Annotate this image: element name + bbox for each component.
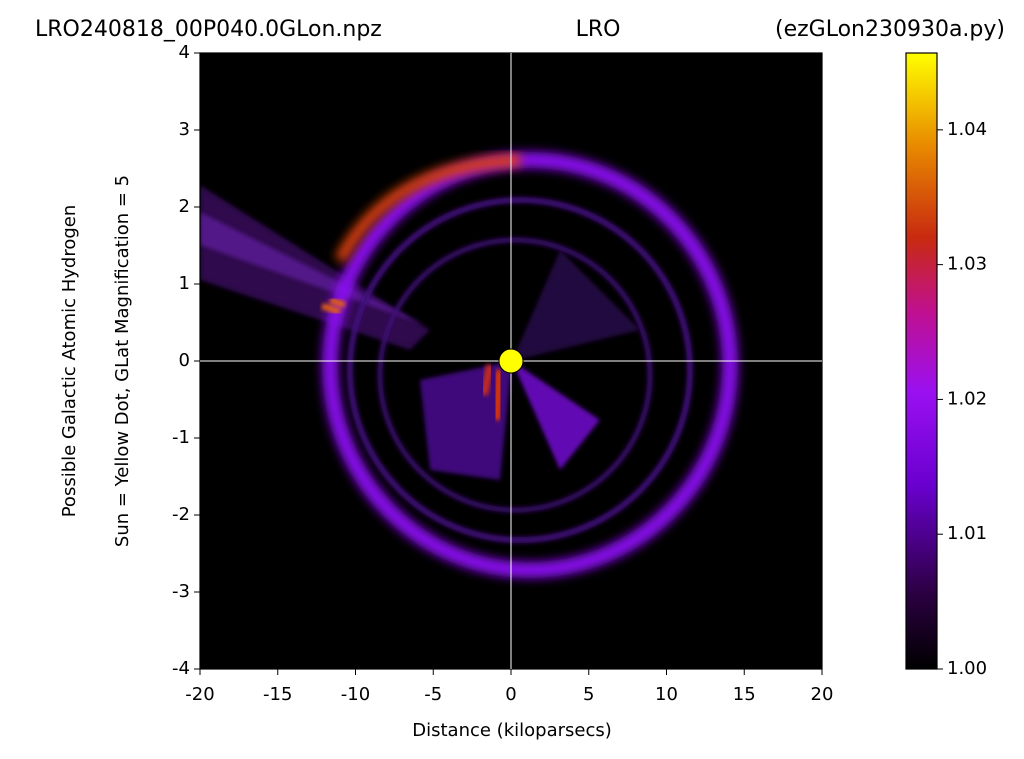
x-tick-label: 5	[583, 684, 594, 705]
y-tick-label: 4	[179, 42, 190, 63]
colorbar-tick-label: 1.01	[947, 523, 987, 544]
y-axis-label: Sun = Yellow Dot, GLat Magnification = 5	[112, 175, 133, 547]
y-tick-label: 2	[179, 196, 190, 217]
colorbar-tick-label: 1.03	[947, 254, 987, 275]
y-axis-label: Possible Galactic Atomic Hydrogen	[59, 205, 80, 518]
x-tick-label: 20	[811, 684, 834, 705]
x-axis-label: Distance (kiloparsecs)	[412, 720, 612, 741]
title-right: (ezGLon230930a.py)	[775, 17, 1005, 42]
y-tick-label: 0	[179, 350, 190, 371]
colorbar-tick-label: 1.04	[947, 119, 987, 140]
x-tick-label: -5	[424, 684, 442, 705]
y-tick-label: 3	[179, 119, 190, 140]
y-tick-label: -3	[172, 581, 190, 602]
y-tick-label: 1	[179, 273, 190, 294]
x-tick-label: 0	[505, 684, 516, 705]
colorbar	[905, 52, 938, 670]
sun-marker	[498, 348, 524, 374]
y-tick-label: -1	[172, 427, 190, 448]
colorbar-tick-label: 1.02	[947, 388, 987, 409]
y-tick-label: -4	[172, 658, 190, 679]
title-center: LRO	[576, 17, 621, 42]
x-tick-label: 10	[655, 684, 678, 705]
x-tick-label: -10	[341, 684, 370, 705]
x-tick-label: -15	[263, 684, 292, 705]
colorbar-tick-label: 1.00	[947, 658, 987, 679]
y-tick-label: -2	[172, 504, 190, 525]
x-tick-label: 15	[733, 684, 756, 705]
x-tick-label: -20	[185, 684, 214, 705]
title-left: LRO240818_00P040.0GLon.npz	[35, 17, 382, 42]
